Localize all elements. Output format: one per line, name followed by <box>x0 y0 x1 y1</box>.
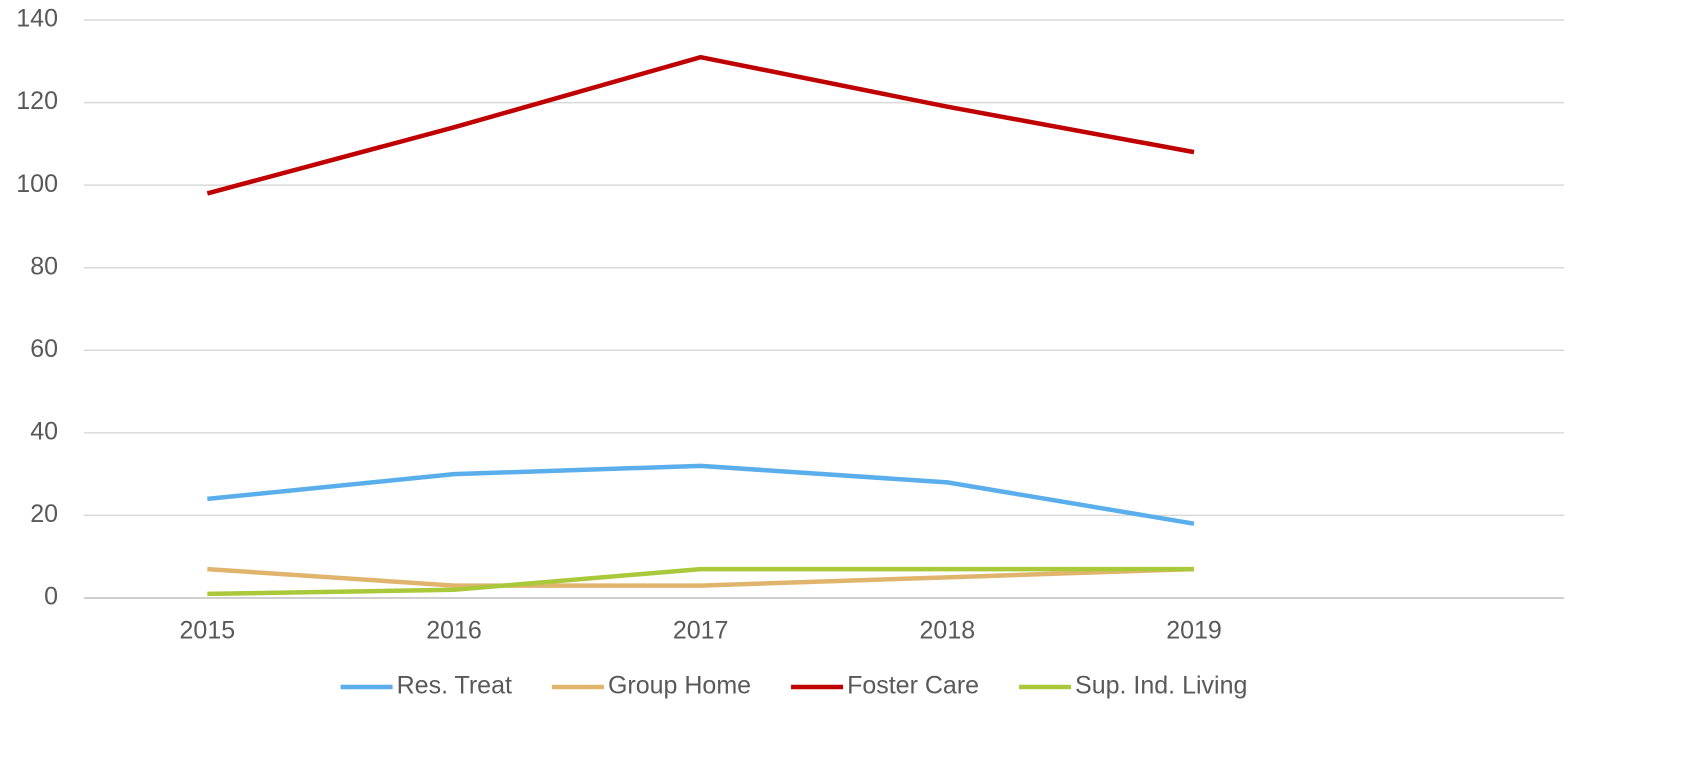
series-line <box>207 566 1195 588</box>
y-tick-label: 60 <box>30 335 58 363</box>
y-tick-label: 80 <box>30 252 58 280</box>
legend-label: Sup. Ind. Living <box>1075 672 1247 700</box>
legend-label: Foster Care <box>847 672 979 700</box>
x-tick-label: 2017 <box>673 617 729 645</box>
x-tick-label: 2018 <box>920 617 976 645</box>
y-tick-label: 40 <box>30 417 58 445</box>
series-line <box>206 54 1195 196</box>
y-tick-label: 20 <box>30 500 58 528</box>
series-line <box>207 463 1195 526</box>
x-tick-label: 2016 <box>426 617 482 645</box>
y-tick-label: 140 <box>16 5 58 33</box>
legend-label: Group Home <box>608 672 751 700</box>
y-tick-label: 100 <box>16 170 58 198</box>
y-tick-label: 0 <box>44 583 58 611</box>
x-tick-label: 2019 <box>1166 617 1222 645</box>
x-tick-label: 2015 <box>180 617 236 645</box>
series-line <box>207 566 1194 597</box>
y-tick-label: 120 <box>16 87 58 115</box>
legend-label: Res. Treat <box>397 672 512 700</box>
